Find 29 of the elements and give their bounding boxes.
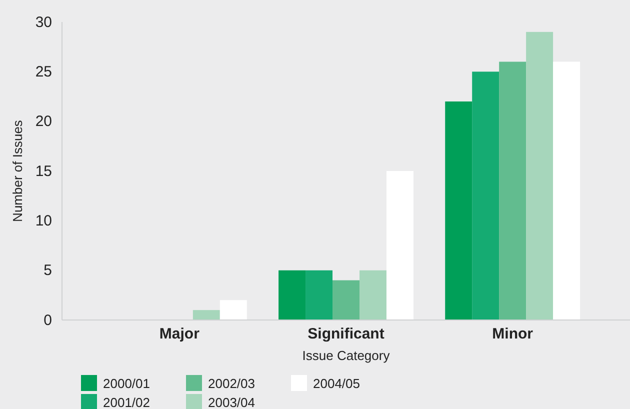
bar xyxy=(220,300,247,320)
x-tick-label: Major xyxy=(159,326,200,343)
x-tick-label: Minor xyxy=(492,326,534,343)
bar xyxy=(445,101,472,320)
y-tick-label: 15 xyxy=(35,162,52,180)
legend-label: 2000/01 xyxy=(103,376,150,391)
y-tick-label: 25 xyxy=(35,63,52,80)
y-tick-label: 5 xyxy=(44,262,52,280)
x-tick-label: Significant xyxy=(308,326,384,343)
bar xyxy=(332,280,360,320)
bar xyxy=(306,270,333,320)
y-tick-label: 10 xyxy=(35,212,52,230)
bar xyxy=(386,171,414,320)
y-tick-label: 0 xyxy=(44,312,52,329)
bar xyxy=(553,62,580,320)
bar xyxy=(192,310,220,320)
legend-label: 2001/02 xyxy=(103,395,150,409)
bar xyxy=(526,32,554,320)
legend-label: 2004/05 xyxy=(313,376,360,391)
y-tick-label: 30 xyxy=(35,14,52,31)
legend-label: 2002/03 xyxy=(208,376,255,391)
bar xyxy=(499,62,526,320)
bar xyxy=(359,270,386,320)
y-axis-title: Number of Issues xyxy=(10,120,25,222)
y-tick-label: 20 xyxy=(35,113,52,130)
bar xyxy=(472,72,500,320)
legend-label: 2003/04 xyxy=(208,395,255,409)
x-axis-title: Issue Category xyxy=(302,348,390,363)
bar xyxy=(278,270,306,320)
